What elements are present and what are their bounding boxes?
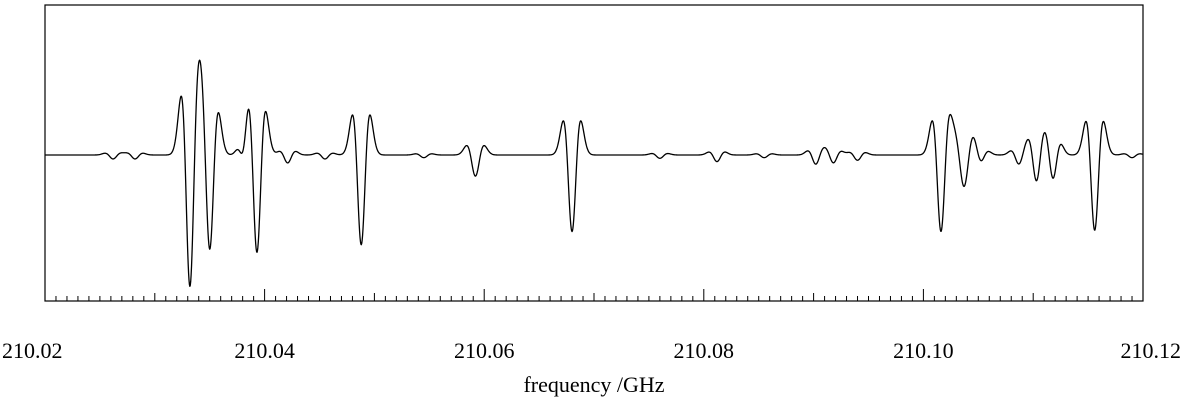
minor-ticks xyxy=(55,293,1133,301)
x-tick-label: 210.08 xyxy=(674,338,735,363)
x-tick-label: 210.06 xyxy=(454,338,515,363)
x-tick-label: 210.10 xyxy=(893,338,954,363)
x-tick-label: 210.12 xyxy=(1121,338,1182,363)
major-ticks xyxy=(44,289,1144,301)
x-axis-title: frequency /GHz xyxy=(523,372,664,397)
x-tick-labels: 210.02 210.04 210.06 210.08 210.10 210.12 xyxy=(2,338,1181,363)
x-tick-label: 210.04 xyxy=(234,338,295,363)
x-tick-label: 210.02 xyxy=(2,338,63,363)
spectrum-trace xyxy=(44,59,1144,287)
